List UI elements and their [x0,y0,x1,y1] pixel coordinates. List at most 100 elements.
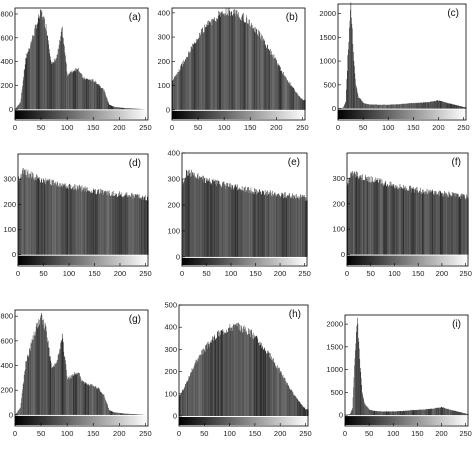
histogram-bar [393,104,395,109]
histogram-bar [36,24,38,110]
histogram-bar [82,189,84,255]
histogram-bar [119,191,121,255]
histogram-bar [357,177,359,255]
histogram-bar [402,188,404,255]
histogram-bar [429,408,431,416]
histogram-bar [114,193,116,255]
histogram-bar [445,102,447,109]
histogram-bar [127,413,129,415]
histogram-bar [387,104,388,109]
histogram-bar [216,179,218,257]
histogram-bar [413,410,415,416]
histogram-bar [29,177,30,255]
histogram-bar [265,350,266,417]
histogram-bar [22,384,24,415]
x-tick-label: 0 [343,429,347,438]
histogram-bar [464,107,466,109]
histogram-bar [30,171,32,255]
histogram-bar [386,411,388,416]
histogram-bar [46,331,47,415]
histogram-bar [403,410,404,416]
histogram-bar [273,362,275,417]
histogram-bar [71,375,72,415]
histogram-bar [83,382,85,415]
histogram-bar [33,339,34,415]
y-tick-label: 200 [164,367,177,376]
histogram-bar [80,376,81,415]
histogram-bar [210,23,211,110]
plot-frame [14,7,149,121]
histogram-bar [353,52,354,109]
histogram-bar [356,172,358,255]
histogram-bar [237,15,239,110]
histogram-bar [457,411,458,416]
histogram-bar [413,409,414,416]
histogram-bar [383,184,384,255]
histogram-bar [273,54,275,110]
histogram-bar [457,411,459,416]
histogram-bar [418,102,419,109]
histogram-bar [254,188,255,257]
histogram-bar [255,27,257,110]
histogram-bar [271,51,272,110]
histogram-bar [127,195,129,255]
histogram-bar [244,22,246,110]
histogram-bar [57,49,59,110]
x-tick-label: 150 [87,429,100,438]
histogram-bar [16,413,17,415]
histogram-bar [105,94,106,110]
histogram-bar [251,22,252,110]
histogram-bar [49,178,50,255]
histogram-bar [100,392,101,415]
histogram-bar [186,381,188,417]
histogram-bar [43,179,45,255]
histogram-bar [421,409,422,416]
histogram-bar [19,179,20,255]
histogram-bar [348,41,350,109]
histogram-bar [18,410,19,415]
histogram-bar [110,105,112,110]
histogram-bar [119,194,121,255]
histogram-bar [389,104,390,109]
histogram-bar [62,38,64,110]
histogram-bar [446,192,447,255]
histogram-bar [279,368,280,417]
histogram-bar [442,407,444,416]
histogram-bar [397,189,399,255]
histogram-bar [361,392,363,416]
histogram-bar [412,410,413,416]
histogram-bar [441,196,443,255]
histogram-bar [388,187,389,255]
histogram-bar [390,411,391,416]
histogram-bar [422,409,424,416]
histogram-bar [277,365,278,417]
histogram-bar [205,345,207,417]
histogram-bar [226,185,228,257]
histogram-bar [131,192,133,255]
histogram-bar [461,196,462,255]
histogram-bar [135,195,137,255]
histogram-bar [433,190,435,255]
histogram-bar [262,190,263,257]
histogram-bar [298,401,299,417]
histogram-bar [209,181,211,257]
histogram-bar [193,368,194,417]
histogram-bar [451,103,453,109]
histogram-bar [67,379,69,415]
histogram-bar [106,195,108,255]
histogram-bar [30,342,32,415]
histogram-bar [77,185,78,255]
histogram-bar [465,198,467,255]
histogram-bar [206,25,208,110]
histogram-bar [99,86,101,110]
histogram-bar [303,195,305,257]
histogram-bar [118,107,120,110]
histogram-bar [218,11,220,110]
histogram-bar [120,107,121,110]
histogram-bar [268,194,269,257]
histogram-bar [384,183,385,255]
histogram-bar [399,104,400,109]
histogram-bar [374,410,376,416]
histogram-bar [202,175,204,257]
histogram-bar [389,411,390,416]
